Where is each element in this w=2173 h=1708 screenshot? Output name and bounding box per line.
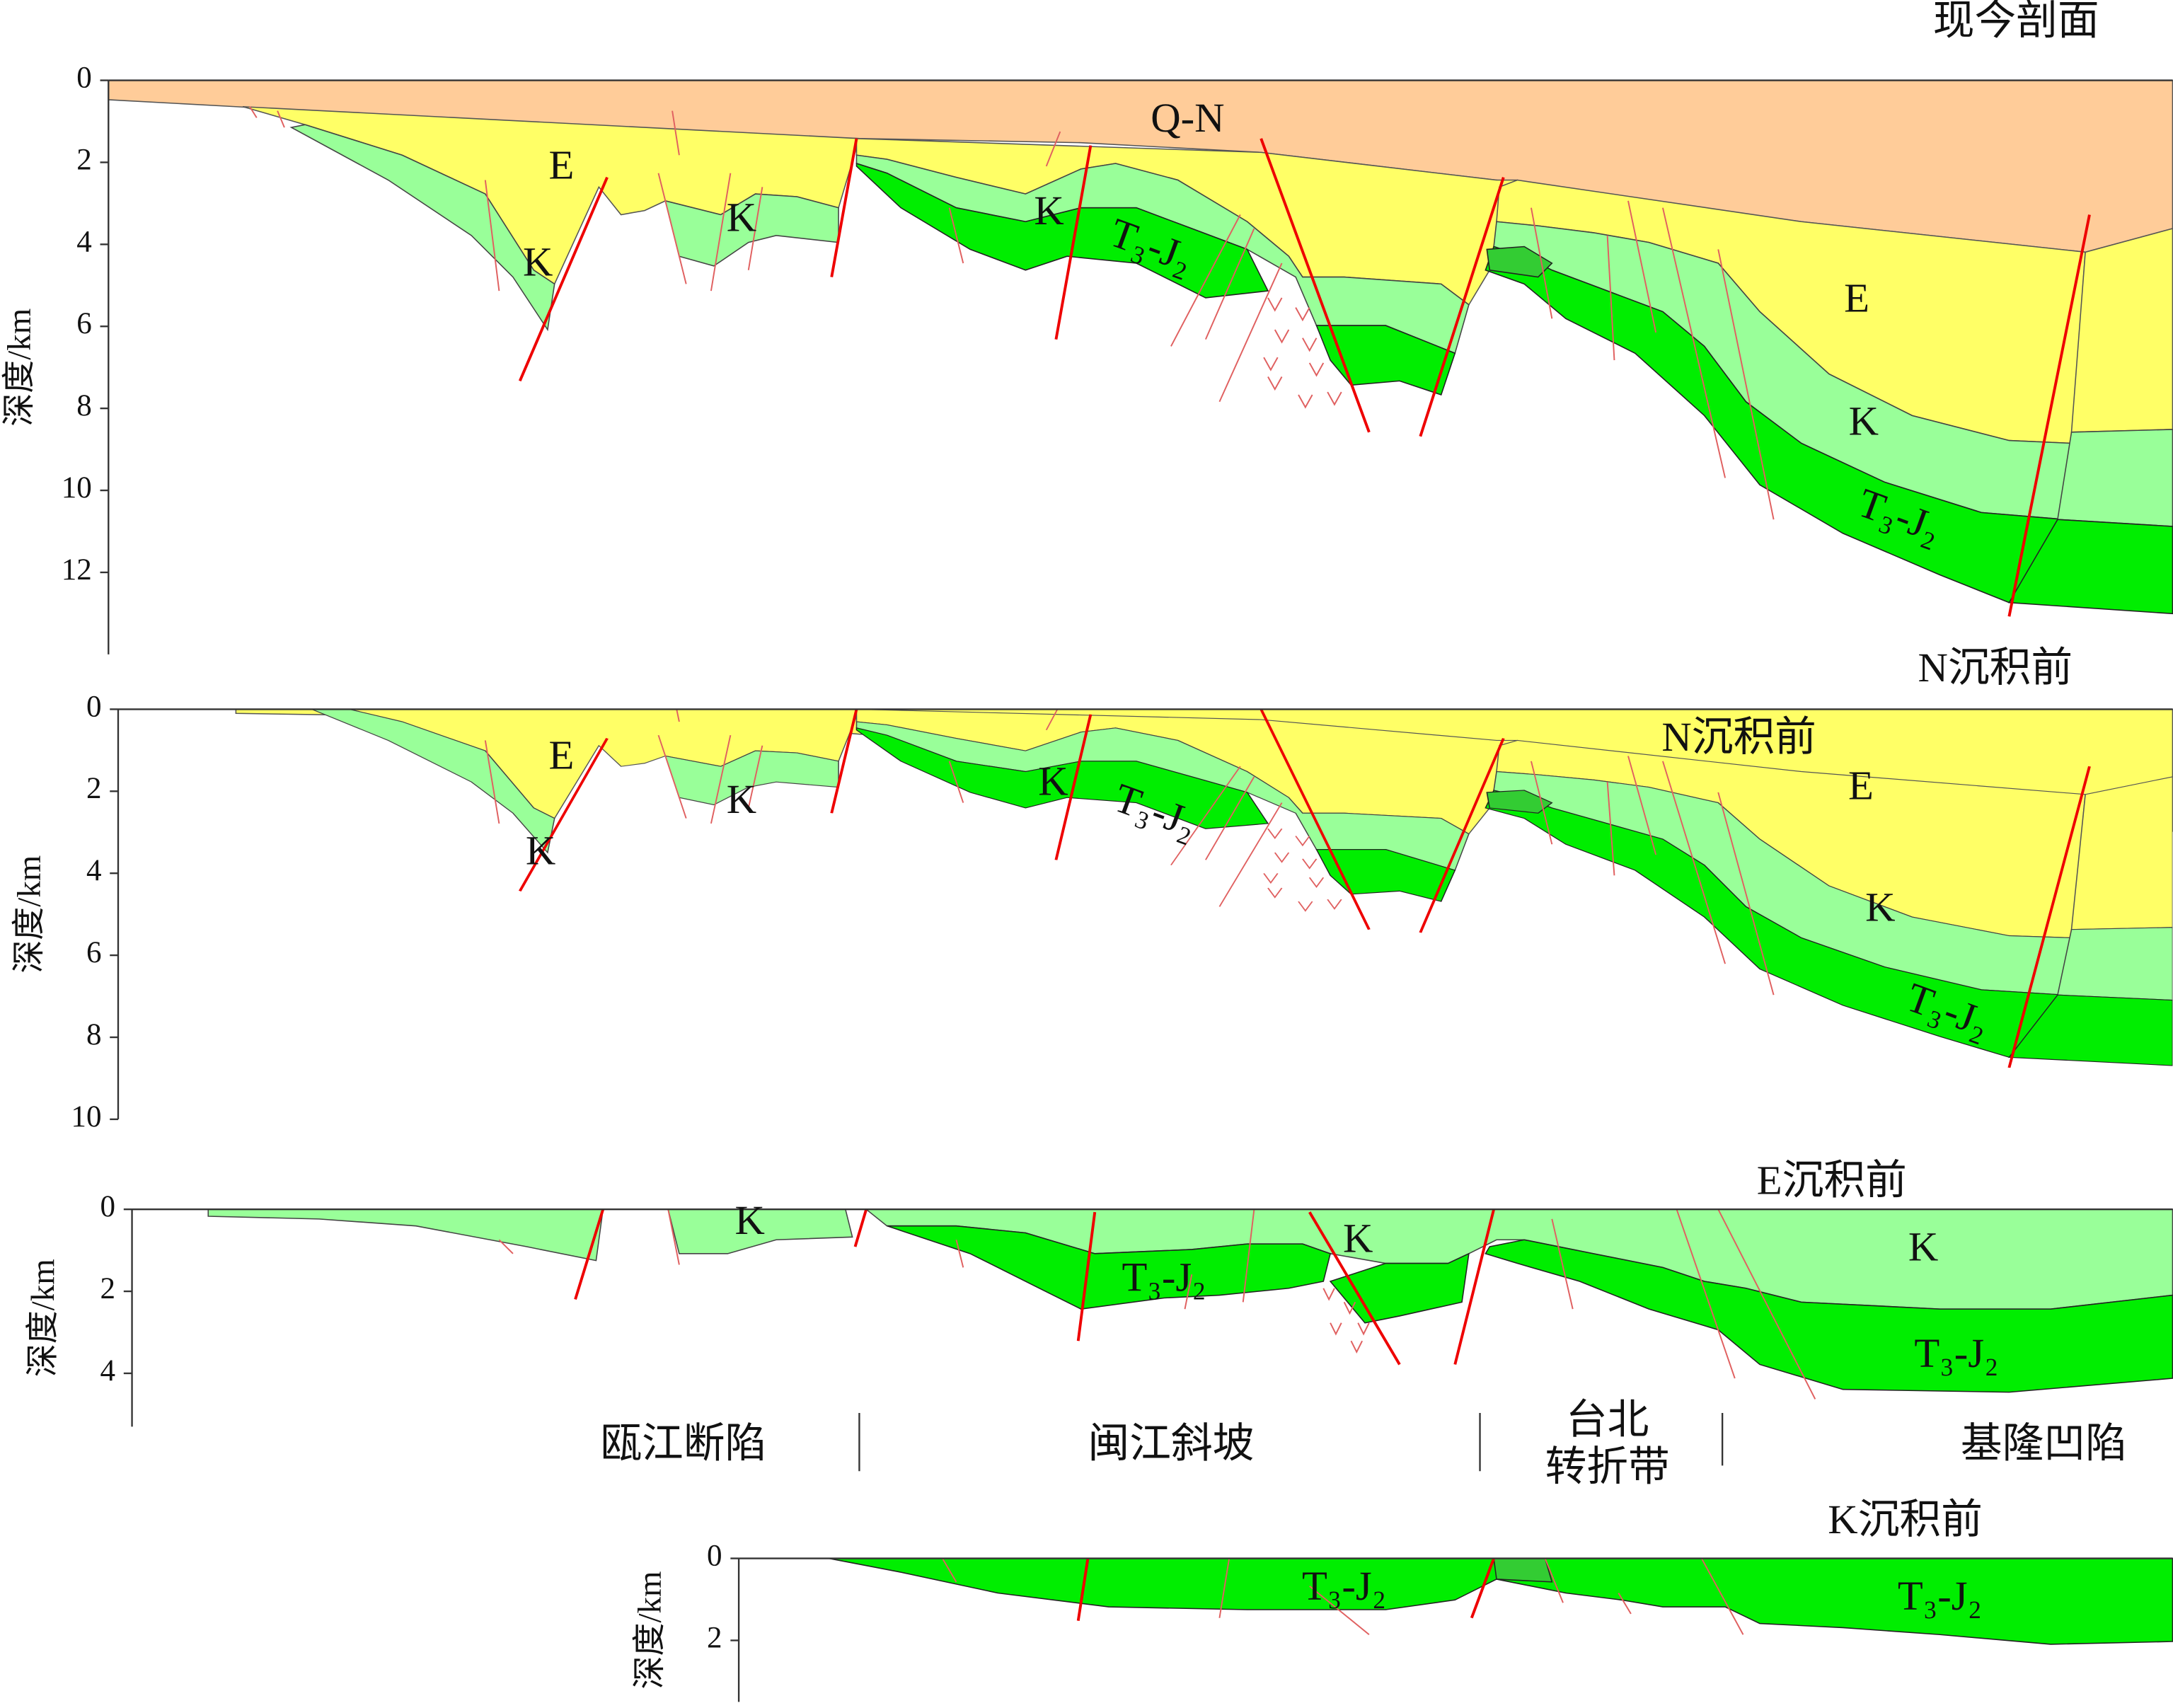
y-axis-label: 深度/km [25, 1259, 62, 1377]
y-tick-label: 8 [86, 1018, 102, 1051]
layer-label: E [1844, 275, 1869, 321]
y-axis-label: 深度/km [11, 855, 47, 974]
layer-label: K [1865, 884, 1895, 930]
panel-title: 现今剖面 [1933, 0, 2099, 44]
panel-title: E沉积前 [1757, 1157, 1907, 1203]
layer-label: K [1038, 758, 1068, 804]
layer-label: K [1849, 398, 1879, 444]
y-tick-label: 2 [76, 143, 92, 176]
layer-label: T₃-J₂ [1914, 1330, 1998, 1376]
layer-label: K [523, 238, 553, 284]
y-axis-label: 深度/km [1, 308, 38, 427]
y-tick-label: 6 [86, 936, 102, 969]
layer-label: K [1343, 1216, 1373, 1262]
y-axis-label: 深度/km [631, 1571, 668, 1689]
region-label: 台北 [1566, 1397, 1649, 1443]
panel-title: K沉积前 [1828, 1496, 1983, 1542]
layer-label: E [549, 732, 575, 778]
region-label: 瓯江断陷 [600, 1420, 766, 1466]
layer-label: K [727, 195, 756, 241]
y-tick-label: 10 [62, 471, 92, 504]
layer-label: T₃-J₂ [1898, 1573, 1982, 1619]
layer-label: T₃-J₂ [1302, 1563, 1386, 1609]
y-tick-label: 0 [100, 1190, 116, 1223]
y-tick-label: 0 [76, 61, 92, 94]
y-tick-label: 4 [86, 854, 102, 887]
layer-labels: Q-N E K K K T₃-J₂ E K T₃-J₂ E K K K T₃-J… [523, 95, 1999, 1619]
layer-label: N沉积前 [1661, 714, 1816, 760]
panel-title: N沉积前 [1918, 645, 2073, 691]
y-tick-label: 4 [76, 225, 92, 258]
layer-label: T₃-J₂ [1122, 1254, 1206, 1300]
y-tick-label: 2 [100, 1272, 116, 1305]
y-tick-label: 2 [707, 1621, 722, 1654]
region-label: 转折带 [1545, 1444, 1670, 1490]
layer-label: E [549, 142, 575, 187]
y-tick-label: 4 [100, 1354, 116, 1387]
layer-label: K [1908, 1223, 1938, 1269]
y-tick-label: 8 [76, 389, 92, 422]
region-label: 闽江斜坡 [1088, 1420, 1254, 1466]
y-tick-label: 0 [707, 1539, 722, 1572]
y-tick-label: 10 [71, 1100, 101, 1133]
layer-label: K [526, 827, 555, 873]
region-label: 基隆凹陷 [1961, 1420, 2127, 1466]
y-tick-label: 12 [62, 553, 92, 587]
y-tick-label: 0 [86, 690, 102, 723]
layer-label: Q-N [1151, 95, 1224, 141]
layer-label: E [1848, 762, 1874, 808]
layer-label: K [727, 776, 756, 822]
y-tick-label: 6 [76, 307, 92, 340]
layer-label: K [735, 1197, 765, 1243]
layer-label: K [1034, 187, 1064, 233]
y-tick-label: 2 [86, 772, 102, 805]
